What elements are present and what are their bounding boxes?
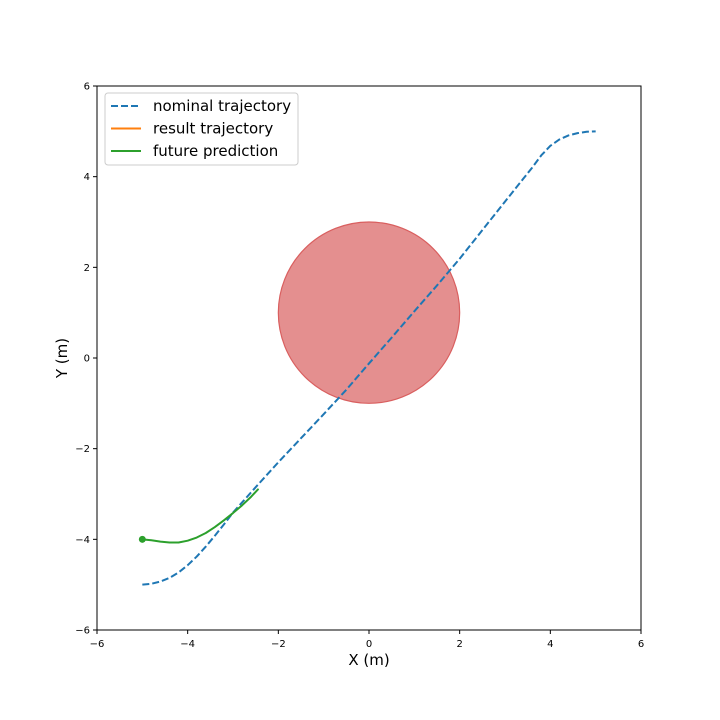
series-line-future-prediction <box>141 488 259 544</box>
y-tick-label: −6 <box>75 626 90 637</box>
x-tick-label: 0 <box>366 639 372 650</box>
legend-box <box>104 92 299 166</box>
y-tick-label: 0 <box>84 354 90 365</box>
legend-label: nominal trajectory <box>153 97 291 115</box>
y-tick-label: 4 <box>84 172 90 183</box>
x-tick-label: 6 <box>638 639 644 650</box>
plot-content <box>138 130 596 586</box>
legend-label: future prediction <box>153 142 278 160</box>
legend: nominal trajectory result trajectory futur… <box>104 92 299 166</box>
axes: −6 −4 −2 0 2 4 6 −6 −4 −2 0 2 4 6 <box>75 82 644 651</box>
x-tick-label: −2 <box>271 639 286 650</box>
y-tick-label: −4 <box>75 535 90 546</box>
series-line-nominal-trajectory <box>142 130 596 586</box>
marker-current-position <box>138 535 146 543</box>
obstacle-circle <box>277 221 461 404</box>
x-axis-label: X (m) <box>348 651 389 669</box>
x-tick-label: 2 <box>456 639 462 650</box>
y-axis-label: Y (m) <box>53 338 71 379</box>
x-tick-label: 4 <box>547 639 553 650</box>
y-tick-label: 2 <box>84 263 90 274</box>
y-tick-label: 6 <box>84 82 90 93</box>
y-tick-label: −2 <box>75 444 90 455</box>
x-tick-label: −6 <box>90 639 105 650</box>
plot-area <box>138 130 596 586</box>
x-tick-label: −4 <box>180 639 195 650</box>
legend-label: result trajectory <box>153 120 273 138</box>
